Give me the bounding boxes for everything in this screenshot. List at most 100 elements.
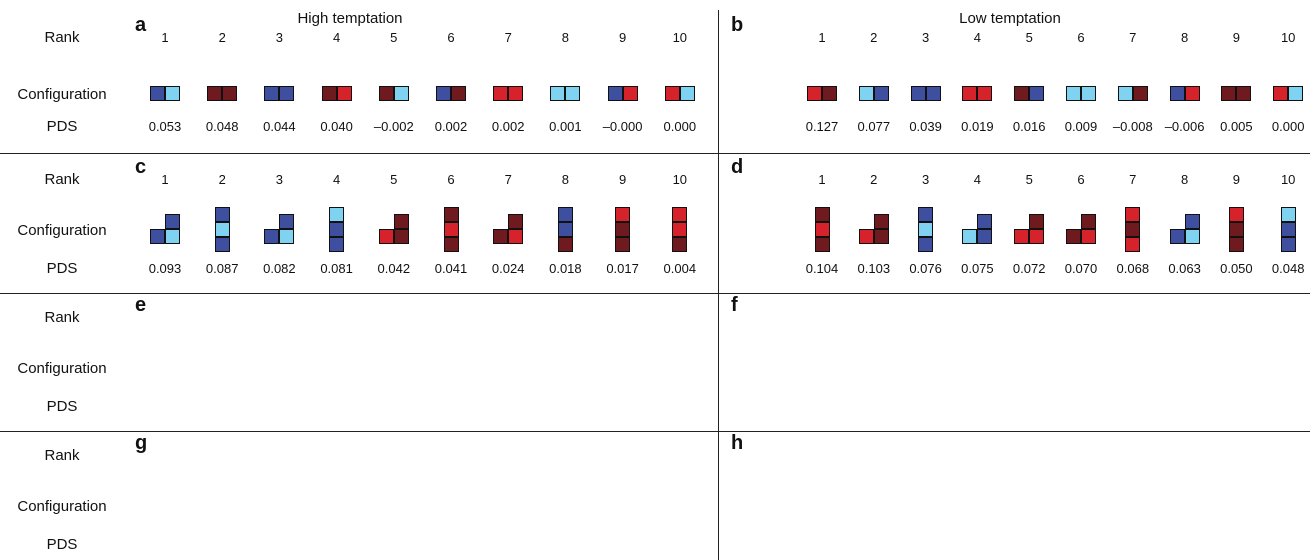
rank-label: 1 (161, 172, 169, 187)
configuration-d-9-cell (1228, 206, 1244, 222)
rank-label: 2 (218, 30, 226, 45)
panel-letter-f: f (731, 294, 738, 316)
configuration-c-5-cell (378, 229, 394, 244)
configuration-c-8-cell (557, 221, 573, 237)
configuration-d-10-cell (1280, 206, 1296, 222)
rank-label: 5 (1025, 172, 1033, 187)
configuration-c-2-cell (214, 206, 230, 222)
configuration-b-7-cell (1132, 85, 1148, 101)
configuration-c-9-cell (615, 221, 631, 237)
configuration-d-5-cell (1029, 214, 1045, 229)
rank-label: 1 (818, 30, 826, 45)
row-label-pds: PDS (46, 536, 78, 553)
rank-label: 2 (870, 30, 878, 45)
configuration-c-7-cell (508, 229, 524, 244)
pds-value: 0.005 (1220, 119, 1253, 134)
configuration-a-5-cell (378, 85, 394, 101)
rank-label: 3 (275, 172, 283, 187)
rank-label: 9 (1232, 172, 1240, 187)
row-label-configuration: Configuration (17, 498, 107, 515)
configuration-c-2-cell (214, 236, 230, 252)
configuration-b-6-cell (1066, 85, 1081, 101)
configuration-b-5-cell (1029, 85, 1045, 101)
rank-label: 4 (332, 30, 341, 45)
pds-value: 0.093 (148, 261, 182, 276)
pds-value: 0.004 (663, 261, 697, 276)
pds-value: 0.044 (263, 119, 296, 134)
configuration-d-2-cell (858, 229, 874, 244)
configuration-d-5-cell (1014, 229, 1030, 244)
configuration-a-7-cell (493, 85, 509, 101)
pds-value: 0.039 (909, 119, 942, 134)
configuration-c-7-cell (493, 229, 509, 244)
configuration-c-10-cell (672, 236, 688, 252)
configuration-c-2-cell (214, 221, 230, 237)
configuration-c-10-cell (672, 206, 688, 222)
rank-label: 9 (1232, 30, 1240, 45)
configuration-a-8-cell (550, 85, 566, 101)
configuration-c-1-cell (150, 229, 165, 244)
configuration-c-1-cell (165, 214, 180, 229)
configuration-c-4-cell (329, 221, 345, 237)
rank-label: 6 (447, 30, 455, 45)
row-label-configuration: Configuration (17, 86, 107, 103)
rank-label: 2 (218, 172, 226, 187)
rank-label: 10 (1280, 30, 1296, 45)
configuration-c-7-cell (508, 214, 524, 229)
row-label-pds: PDS (46, 398, 78, 415)
pds-value: 0.127 (805, 119, 839, 134)
configuration-b-6-cell (1081, 85, 1096, 101)
configuration-d-2-cell (873, 229, 889, 244)
rank-label: 9 (618, 172, 627, 187)
configuration-d-4-cell (962, 229, 978, 244)
configuration-a-10-cell (664, 85, 680, 101)
configuration-a-4-cell (321, 85, 337, 101)
rank-label: 10 (672, 172, 688, 187)
rank-label: 7 (504, 172, 512, 187)
configuration-a-3-cell (264, 85, 280, 101)
pds-value: 0.053 (148, 119, 182, 134)
configuration-c-8-cell (557, 236, 573, 252)
configuration-d-5-cell (1029, 229, 1045, 244)
configuration-a-8-cell (565, 85, 581, 101)
rank-label: 10 (672, 30, 688, 45)
panel-letter-c: c (135, 156, 147, 178)
pds-value: –0.000 (602, 119, 643, 134)
configuration-b-8-cell (1184, 85, 1200, 101)
pds-value: –0.002 (373, 119, 414, 134)
panel-letter-h: h (731, 432, 744, 454)
rank-label: 4 (973, 30, 981, 45)
configuration-c-8-cell (557, 206, 573, 222)
rank-label: 1 (161, 30, 169, 45)
pds-value: 0.104 (805, 261, 839, 276)
configuration-d-9-cell (1228, 236, 1244, 252)
rank-label: 9 (618, 30, 627, 45)
configuration-d-4-cell (977, 214, 993, 229)
row-label-rank: Rank (44, 447, 80, 464)
configuration-b-10-cell (1288, 85, 1304, 101)
rank-label: 6 (447, 172, 455, 187)
configuration-a-9-cell (607, 85, 623, 101)
configuration-b-8-cell (1169, 85, 1185, 101)
pds-value: –0.006 (1164, 119, 1205, 134)
configuration-d-3-cell (918, 221, 934, 237)
configuration-a-10-cell (679, 85, 695, 101)
configuration-a-5-cell (393, 85, 409, 101)
panel-letter-e: e (135, 294, 147, 316)
pds-value: 0.009 (1064, 119, 1098, 134)
configuration-d-1-cell (814, 221, 830, 237)
row-label-pds: PDS (46, 118, 78, 135)
row-label-configuration: Configuration (17, 222, 107, 239)
rank-label: 3 (921, 30, 930, 45)
configuration-a-2-cell (222, 85, 238, 101)
pds-value: 0.082 (263, 261, 296, 276)
pds-value: 0.048 (1271, 261, 1305, 276)
pds-value: 0.103 (857, 261, 891, 276)
configuration-a-1-cell (150, 85, 165, 101)
configuration-b-1-cell (822, 85, 837, 101)
configuration-c-6-cell (443, 236, 459, 252)
configuration-b-2-cell (858, 85, 874, 101)
title-high-temptation: High temptation (297, 10, 403, 27)
pds-value: 0.077 (857, 119, 891, 134)
